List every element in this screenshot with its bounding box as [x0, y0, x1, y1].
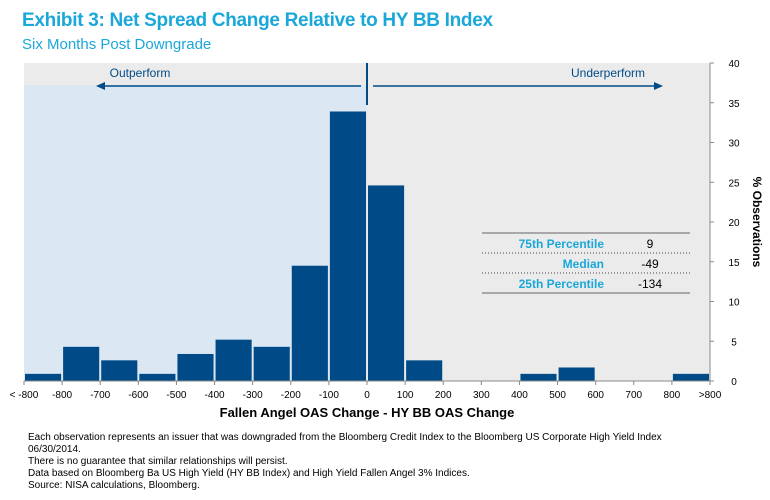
- y-tick-label: 10: [728, 298, 740, 309]
- footnote-line: Data based on Bloomberg Ba US High Yield…: [28, 468, 470, 479]
- x-tick-label: -400: [205, 390, 225, 401]
- y-tick-label: 15: [728, 258, 740, 269]
- x-tick-label: 700: [625, 390, 642, 401]
- stats-value: 9: [647, 237, 654, 251]
- x-tick-label: -700: [90, 390, 110, 401]
- underperform-arrow-head: [654, 82, 663, 90]
- histogram-bar: [291, 265, 328, 381]
- x-tick-label: -600: [128, 390, 148, 401]
- stats-value: -49: [641, 257, 659, 271]
- footnotes: Each observation represents an issuer th…: [28, 432, 662, 492]
- y-tick-label: 20: [728, 218, 740, 229]
- histogram-bar: [558, 367, 595, 381]
- x-tick-label: < -800: [10, 390, 39, 401]
- x-axis-title: Fallen Angel OAS Change - HY BB OAS Chan…: [220, 405, 515, 420]
- stats-value: -134: [638, 277, 662, 291]
- histogram-bar: [253, 346, 290, 381]
- histogram-bar: [215, 339, 252, 381]
- x-tick-label: -500: [166, 390, 186, 401]
- y-tick-label: 35: [728, 99, 740, 110]
- histogram-bar: [672, 373, 709, 381]
- x-tick-label: 500: [549, 390, 566, 401]
- chart-title: Exhibit 3: Net Spread Change Relative to…: [22, 10, 493, 31]
- stats-label: 75th Percentile: [519, 237, 605, 251]
- histogram-bar: [406, 360, 443, 381]
- outperform-label: Outperform: [110, 66, 171, 80]
- y-tick-label: 5: [731, 337, 737, 348]
- y-tick-label: 30: [728, 139, 740, 150]
- y-tick-label: 0: [731, 377, 737, 388]
- x-tick-label: >800: [699, 390, 722, 401]
- y-tick-label: 40: [728, 59, 740, 70]
- y-axis-title: % Observations: [750, 177, 764, 268]
- x-tick-label: -100: [319, 390, 339, 401]
- footnote-line: 06/30/2014.: [28, 444, 81, 455]
- underperform-label: Underperform: [571, 66, 645, 80]
- chart-subtitle: Six Months Post Downgrade: [22, 36, 212, 53]
- x-tick-label: -300: [243, 390, 263, 401]
- footnote-line: Each observation represents an issuer th…: [28, 432, 662, 443]
- footnote-line: There is no guarantee that similar relat…: [28, 456, 288, 467]
- x-tick-label: 600: [587, 390, 604, 401]
- y-tick-label: 25: [728, 178, 740, 189]
- x-tick-label: 300: [473, 390, 490, 401]
- stats-label: 25th Percentile: [519, 277, 605, 291]
- histogram-bar: [177, 353, 214, 381]
- histogram-bar: [139, 373, 176, 381]
- footnote-line: Source: NISA calculations, Bloomberg.: [28, 480, 200, 491]
- histogram-bar: [101, 360, 138, 381]
- outperform-arrow-head: [96, 82, 105, 90]
- histogram-bar: [329, 111, 366, 382]
- x-tick-label: -200: [281, 390, 301, 401]
- x-tick-label: 0: [364, 390, 370, 401]
- histogram-chart: < -800 -800 -700 -600 -500 -400 -300 -200 -100 0 1…: [10, 59, 764, 420]
- x-tick-label: 800: [664, 390, 681, 401]
- histogram-bar: [368, 185, 405, 381]
- x-tick-label: 400: [511, 390, 528, 401]
- histogram-bar: [520, 373, 557, 381]
- x-tick-label: 200: [435, 390, 452, 401]
- x-tick-label: 100: [397, 390, 414, 401]
- histogram-bar: [63, 346, 100, 381]
- x-tick-label: -800: [52, 390, 72, 401]
- stats-label: Median: [563, 257, 604, 271]
- histogram-bar: [25, 373, 62, 381]
